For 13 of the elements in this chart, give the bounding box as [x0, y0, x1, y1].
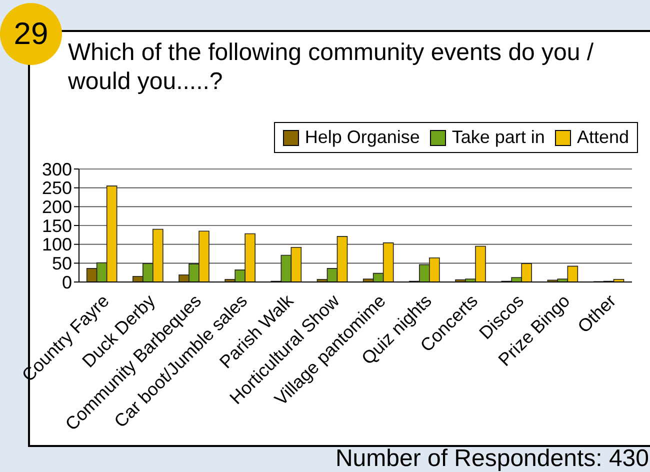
y-tick-label: 50	[52, 254, 72, 274]
legend-label: Take part in	[450, 127, 545, 148]
legend-label: Help Organise	[304, 127, 420, 148]
y-tick-label: 300	[42, 159, 72, 180]
legend-label: Attend	[576, 127, 629, 148]
text: Number of Respondents: 430	[335, 445, 649, 472]
text: 29	[14, 16, 48, 52]
y-tick-label: 200	[42, 197, 72, 218]
y-tick-label: 0	[62, 272, 72, 292]
y-tick-label: 150	[42, 216, 72, 236]
y-tick-label: 250	[42, 178, 72, 198]
chart-title: Which of the following community events do you / would you.....?	[68, 38, 595, 96]
y-tick-label: 100	[42, 234, 72, 255]
